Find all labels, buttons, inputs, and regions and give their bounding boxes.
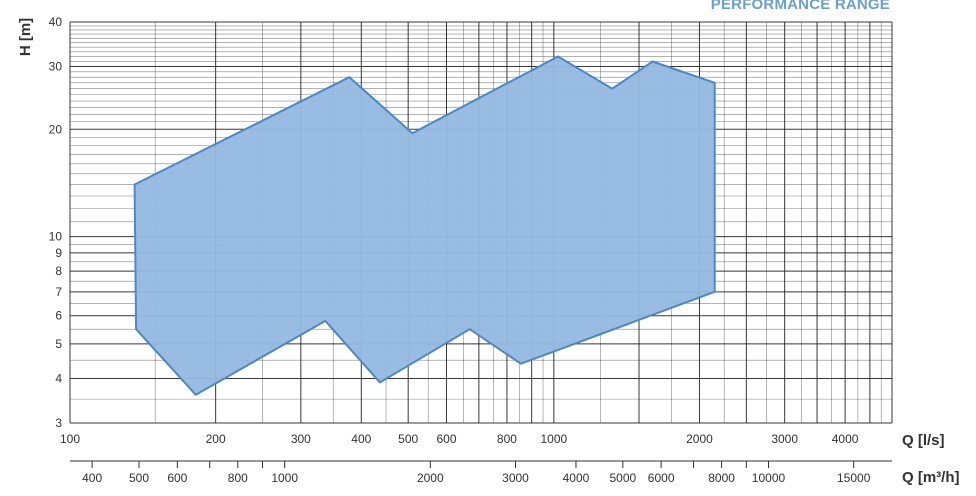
x2-tick-label: 800 — [228, 471, 248, 485]
y-tick-label: 5 — [55, 337, 62, 351]
x2-tick-label: 2000 — [417, 471, 444, 485]
x2-tick-label: 500 — [129, 471, 149, 485]
x2-tick-label: 5000 — [609, 471, 636, 485]
y-axis-label: H [m] — [17, 18, 34, 56]
x2-tick-label: 10000 — [752, 471, 786, 485]
y-tick-label: 9 — [55, 246, 62, 260]
x-tick-labels: 100 200 300 400 500 600 800 1000 2000 3000 4000 — [60, 432, 859, 446]
x-tick-label: 1000 — [540, 432, 567, 446]
secondary-x-axis: 400 500 600 800 1000 2000 3000 4000 5000 6000 8000… — [70, 460, 892, 485]
x2-tick-label: 4000 — [563, 471, 590, 485]
x2-axis-label: Q [m³/h] — [902, 469, 960, 486]
y-tick-label: 7 — [55, 285, 62, 299]
x-axis-label: Q [l/s] — [902, 432, 945, 449]
x-tick-label: 100 — [60, 432, 80, 446]
x-tick-label: 200 — [206, 432, 226, 446]
y-tick-label: 20 — [49, 122, 63, 136]
y-tick-labels: 3 4 5 6 7 8 9 10 20 30 40 — [49, 15, 63, 430]
y-tick-label: 3 — [55, 416, 62, 430]
x2-tick-label: 15000 — [837, 471, 871, 485]
x-tick-label: 2000 — [686, 432, 713, 446]
x-tick-label: 600 — [436, 432, 456, 446]
x2-tick-label: 1000 — [271, 471, 298, 485]
x-tick-label: 800 — [497, 432, 517, 446]
y-tick-label: 30 — [49, 60, 63, 74]
x-tick-label: 4000 — [832, 432, 859, 446]
y-tick-label: 6 — [55, 309, 62, 323]
x-tick-label: 500 — [398, 432, 418, 446]
x2-tick-label: 3000 — [502, 471, 529, 485]
x2-tick-label: 6000 — [648, 471, 675, 485]
performance-area-layer — [133, 55, 716, 396]
x-tick-label: 300 — [291, 432, 311, 446]
chart-title: PERFORMANCE RANGE — [710, 0, 890, 13]
x2-tick-label: 8000 — [708, 471, 735, 485]
y-tick-label: 4 — [55, 371, 62, 385]
performance-area — [133, 55, 716, 396]
y-tick-label: 8 — [55, 264, 62, 278]
x2-tick-label: 400 — [82, 471, 102, 485]
x2-tick-label: 600 — [167, 471, 187, 485]
y-tick-label: 10 — [49, 230, 63, 244]
x-tick-label: 3000 — [771, 432, 798, 446]
x-tick-label: 400 — [351, 432, 371, 446]
y-tick-label: 40 — [49, 15, 63, 29]
